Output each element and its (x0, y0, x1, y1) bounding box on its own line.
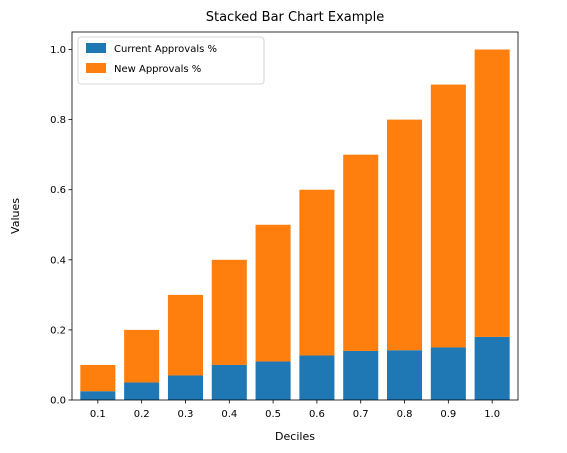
y-axis-ticks: 0.0 0.2 0.4 0.6 0.8 1.0 (50, 45, 72, 406)
x-tick-label: 0.7 (353, 409, 369, 420)
x-tick-label: 0.2 (134, 409, 150, 420)
y-tick-label: 1.0 (50, 45, 66, 56)
y-tick-label: 0.4 (50, 255, 66, 266)
bar-current-0.8 (387, 350, 422, 400)
bar-new-0.8 (387, 120, 422, 351)
bar-new-0.7 (343, 155, 378, 351)
x-tick-label: 0.5 (265, 409, 281, 420)
bar-current-0.7 (343, 351, 378, 400)
y-tick-label: 0.6 (50, 185, 66, 196)
bar-new-0.6 (299, 190, 334, 356)
legend: Current Approvals % New Approvals % (78, 37, 264, 84)
bar-new-0.9 (431, 85, 466, 348)
bar-current-0.3 (168, 375, 203, 400)
y-tick-label: 0.0 (50, 396, 66, 407)
bar-current-0.6 (299, 355, 334, 400)
x-tick-label: 0.9 (440, 409, 456, 420)
bar-current-1.0 (475, 337, 510, 400)
x-tick-label: 0.3 (178, 409, 194, 420)
bar-new-0.3 (168, 295, 203, 376)
bar-new-0.1 (80, 365, 115, 391)
bar-current-0.4 (212, 365, 247, 400)
x-axis-label: Deciles (275, 430, 315, 443)
bar-current-0.9 (431, 347, 466, 400)
x-axis-ticks: 0.1 0.2 0.3 0.4 0.5 0.6 0.7 0.8 0.9 1.0 (90, 400, 500, 420)
bar-new-0.4 (212, 260, 247, 365)
chart-title: Stacked Bar Chart Example (206, 10, 385, 25)
x-tick-label: 0.6 (309, 409, 325, 420)
legend-label: New Approvals % (114, 64, 201, 75)
y-tick-label: 0.2 (50, 325, 66, 336)
bar-current-0.2 (124, 382, 159, 400)
bar-new-0.2 (124, 330, 159, 383)
x-tick-label: 0.1 (90, 409, 106, 420)
x-tick-label: 0.4 (221, 409, 237, 420)
x-tick-label: 1.0 (484, 409, 500, 420)
y-tick-label: 0.8 (50, 115, 66, 126)
legend-swatch (86, 43, 106, 53)
bar-current-0.5 (256, 361, 291, 400)
bar-current-0.1 (80, 391, 115, 400)
y-axis-label: Values (9, 198, 22, 234)
legend-swatch (86, 63, 106, 73)
legend-label: Current Approvals % (114, 44, 217, 55)
x-tick-label: 0.8 (397, 409, 413, 420)
bar-new-0.5 (256, 225, 291, 362)
bar-new-1.0 (475, 50, 510, 337)
